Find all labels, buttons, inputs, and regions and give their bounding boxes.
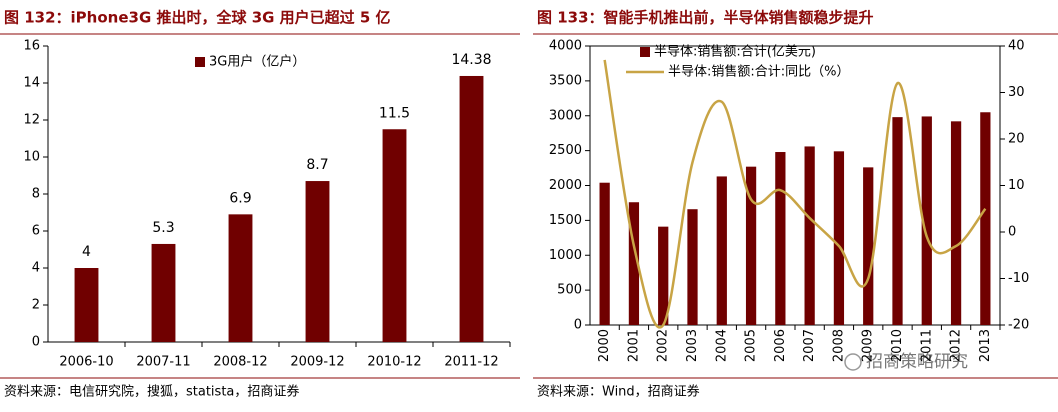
legend-label: 半导体:销售额:合计(亿美元) (654, 44, 816, 60)
legend-label: 半导体:销售额:合计:同比（%） (668, 64, 850, 80)
bar (599, 182, 610, 325)
y-tick-label: 3000 (549, 108, 582, 123)
bar (459, 75, 484, 342)
y2-tick-label: 20 (1008, 132, 1025, 147)
bar (305, 181, 330, 342)
legend-swatch (640, 47, 650, 57)
y-tick-label: 2000 (549, 178, 582, 193)
bar (950, 121, 962, 325)
data-label: 11.5 (379, 105, 410, 121)
legend-swatch (195, 57, 205, 67)
bar (382, 129, 407, 342)
bar (228, 214, 253, 342)
x-tick-label: 2012 (949, 329, 964, 362)
line (603, 59, 987, 329)
chart-title: 图 132：iPhone3G 推出时，全球 3G 用户已超过 5 亿 (4, 9, 391, 27)
y-tick-label: 500 (557, 283, 582, 298)
data-label: 6.9 (229, 190, 251, 206)
y2-tick-label: -10 (1008, 271, 1029, 286)
bar (980, 112, 991, 325)
bar (863, 167, 874, 325)
source-note: 资料来源：电信研究院，搜狐，statista，招商证券 (4, 384, 299, 400)
data-label: 4 (82, 244, 91, 260)
y2-tick-label: 10 (1008, 178, 1025, 193)
x-tick-label: 2011-12 (444, 355, 498, 370)
x-tick-label: 2000 (597, 329, 612, 362)
x-tick-label: 2001 (626, 329, 641, 362)
source-note: 资料来源：Wind，招商证券 (537, 384, 700, 400)
x-tick-label: 2008-12 (213, 355, 267, 370)
x-tick-label: 2005 (744, 329, 759, 362)
x-tick-label: 2009 (861, 329, 876, 362)
x-tick-label: 2004 (714, 329, 729, 362)
bar (892, 117, 903, 326)
y-tick-label: 12 (23, 113, 40, 128)
bar (833, 151, 845, 325)
x-tick-label: 2010 (890, 329, 905, 362)
x-tick-label: 2008 (831, 329, 846, 362)
y2-tick-label: 40 (1008, 39, 1025, 54)
bar (628, 202, 640, 325)
x-tick-label: 2013 (978, 329, 993, 362)
y-tick-label: 0 (574, 318, 582, 333)
x-tick-label: 2006-10 (59, 355, 113, 370)
y-tick-label: 1500 (549, 213, 582, 228)
y-tick-label: 6 (32, 224, 40, 239)
bar (921, 116, 932, 325)
y-tick-label: 1000 (549, 248, 582, 263)
bar (716, 176, 727, 325)
bar (658, 226, 669, 325)
data-label: 8.7 (306, 157, 328, 173)
y-tick-label: 4 (32, 261, 40, 276)
bar (151, 243, 176, 342)
x-tick-label: 2006 (773, 329, 788, 362)
bar (687, 209, 698, 325)
legend-label: 3G用户（亿户） (209, 54, 305, 70)
data-label: 14.38 (451, 52, 491, 68)
y-tick-label: 4000 (549, 39, 582, 54)
watermark: 招商策略研究 (866, 352, 968, 372)
x-tick-label: 2007-11 (136, 355, 190, 370)
bar (74, 268, 99, 342)
x-tick-label: 2007 (802, 329, 817, 362)
x-tick-label: 2011 (919, 329, 934, 362)
x-tick-label: 2003 (685, 329, 700, 362)
bar (804, 146, 815, 325)
y-tick-label: 0 (32, 335, 40, 350)
y-tick-label: 16 (23, 39, 40, 54)
y-tick-label: 2 (32, 298, 40, 313)
bar (745, 166, 757, 325)
x-tick-label: 2002 (656, 329, 671, 362)
x-tick-label: 2009-12 (290, 355, 344, 370)
y-tick-label: 3500 (549, 73, 582, 88)
y-tick-label: 10 (23, 150, 40, 165)
bar (775, 152, 786, 325)
y2-tick-label: 30 (1008, 85, 1025, 100)
y2-tick-label: 0 (1008, 225, 1016, 240)
y2-tick-label: -20 (1008, 318, 1029, 333)
chart-title: 图 133：智能手机推出前，半导体销售额稳步提升 (537, 9, 874, 27)
watermark-icon (844, 353, 862, 371)
data-label: 5.3 (152, 220, 174, 236)
y-tick-label: 8 (32, 187, 40, 202)
y-tick-label: 2500 (549, 143, 582, 158)
x-tick-label: 2010-12 (367, 355, 421, 370)
y-tick-label: 14 (23, 76, 40, 91)
